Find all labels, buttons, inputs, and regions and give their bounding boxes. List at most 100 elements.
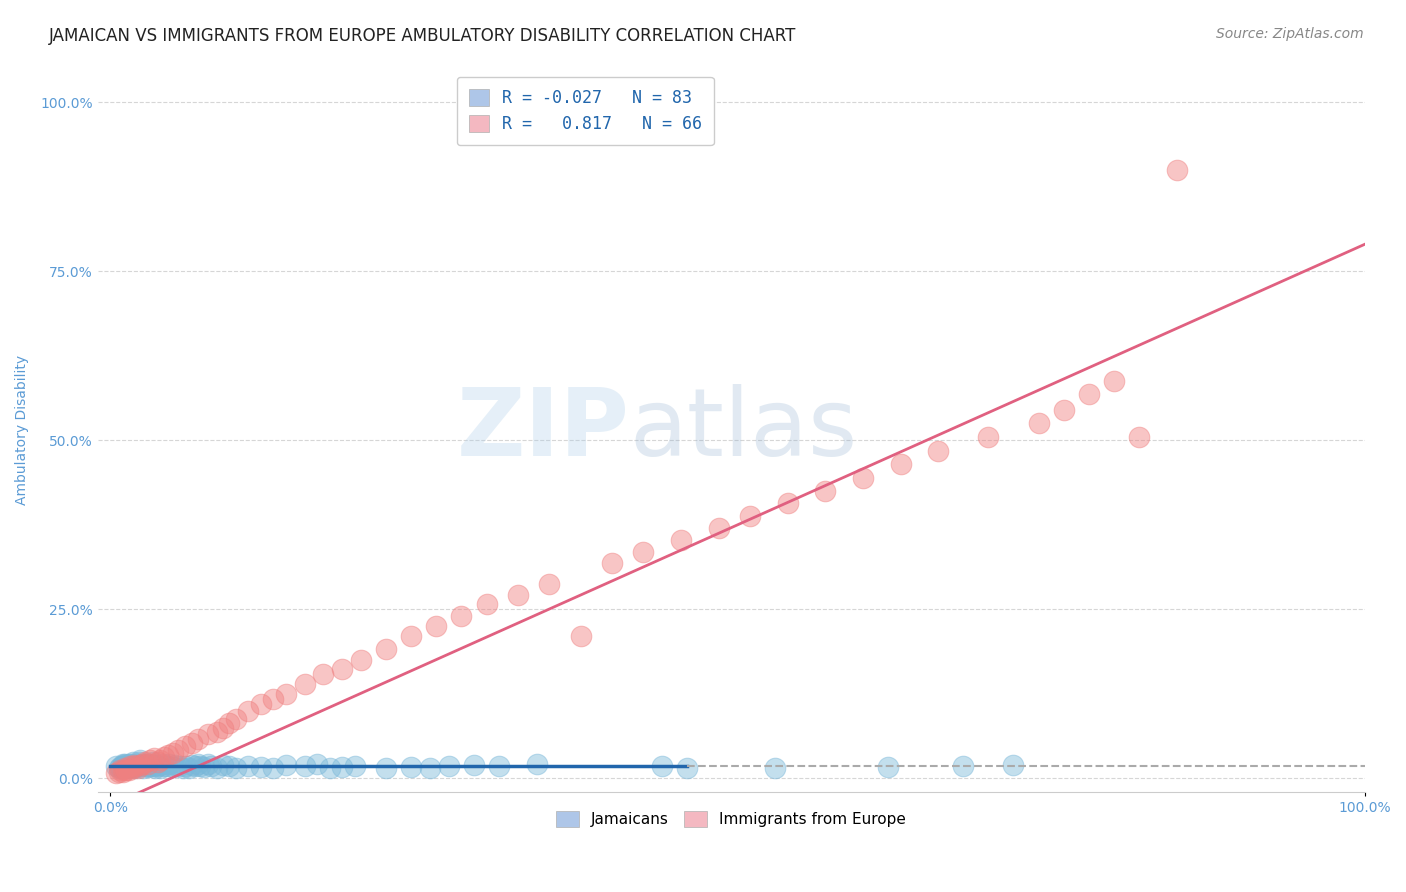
Point xyxy=(197,727,219,741)
Point xyxy=(143,751,166,765)
Point xyxy=(569,630,592,644)
Point xyxy=(977,430,1000,444)
Point xyxy=(180,736,202,750)
Point xyxy=(814,484,837,499)
Point xyxy=(475,597,498,611)
Text: ZIP: ZIP xyxy=(457,384,630,476)
Point xyxy=(506,588,529,602)
Point xyxy=(1128,430,1150,444)
Point xyxy=(927,443,949,458)
Point xyxy=(111,764,134,779)
Point xyxy=(132,758,155,772)
Point xyxy=(312,666,335,681)
Point xyxy=(193,760,215,774)
Point xyxy=(131,759,153,773)
Point xyxy=(174,758,197,772)
Point xyxy=(600,557,623,571)
Point xyxy=(425,619,447,633)
Point xyxy=(139,752,162,766)
Point xyxy=(343,758,366,772)
Point xyxy=(105,759,128,773)
Point xyxy=(139,759,162,773)
Point xyxy=(153,759,176,773)
Point xyxy=(180,758,202,772)
Point xyxy=(676,761,699,775)
Point xyxy=(1077,387,1099,401)
Point xyxy=(205,761,228,775)
Point xyxy=(225,761,247,775)
Point xyxy=(138,758,160,772)
Point xyxy=(294,677,316,691)
Point xyxy=(274,687,297,701)
Point xyxy=(330,662,353,676)
Point xyxy=(121,761,143,775)
Point xyxy=(118,764,141,778)
Point xyxy=(399,760,422,774)
Point xyxy=(294,759,316,773)
Point xyxy=(262,691,284,706)
Point xyxy=(249,697,271,711)
Y-axis label: Ambulatory Disability: Ambulatory Disability xyxy=(15,355,30,505)
Point xyxy=(1028,417,1050,431)
Point xyxy=(200,759,222,773)
Point xyxy=(118,756,141,771)
Point xyxy=(110,761,132,775)
Point xyxy=(274,758,297,772)
Text: atlas: atlas xyxy=(630,384,858,476)
Point xyxy=(776,495,799,509)
Point xyxy=(330,760,353,774)
Point xyxy=(1166,163,1188,178)
Point xyxy=(143,758,166,772)
Point xyxy=(156,747,179,762)
Point xyxy=(142,755,165,769)
Point xyxy=(136,756,159,771)
Point xyxy=(707,521,730,535)
Point xyxy=(111,756,134,771)
Point xyxy=(318,761,340,775)
Point xyxy=(149,761,172,775)
Point xyxy=(124,760,146,774)
Point xyxy=(114,757,136,772)
Point xyxy=(134,755,156,769)
Point xyxy=(488,758,510,772)
Point xyxy=(111,758,134,772)
Point xyxy=(162,746,184,760)
Point xyxy=(114,761,136,775)
Point xyxy=(450,609,472,624)
Point xyxy=(184,759,207,773)
Point xyxy=(118,759,141,773)
Point xyxy=(187,732,209,747)
Point xyxy=(117,758,139,772)
Point xyxy=(108,764,131,778)
Point xyxy=(157,756,180,771)
Point xyxy=(149,752,172,766)
Point xyxy=(1102,374,1125,388)
Point xyxy=(124,759,146,773)
Point xyxy=(1052,403,1074,417)
Point xyxy=(236,704,259,718)
Point xyxy=(132,761,155,775)
Point xyxy=(212,758,235,772)
Point xyxy=(399,630,422,644)
Point xyxy=(127,761,149,775)
Point xyxy=(877,760,900,774)
Point xyxy=(307,756,329,771)
Point xyxy=(115,760,138,774)
Point xyxy=(218,716,240,731)
Point xyxy=(437,759,460,773)
Point xyxy=(112,764,135,778)
Point xyxy=(122,758,145,772)
Point xyxy=(108,761,131,775)
Legend: Jamaicans, Immigrants from Europe: Jamaicans, Immigrants from Europe xyxy=(548,804,914,835)
Point xyxy=(120,761,142,775)
Text: JAMAICAN VS IMMIGRANTS FROM EUROPE AMBULATORY DISABILITY CORRELATION CHART: JAMAICAN VS IMMIGRANTS FROM EUROPE AMBUL… xyxy=(49,27,797,45)
Point xyxy=(651,759,673,773)
Point xyxy=(236,758,259,772)
Point xyxy=(120,759,142,773)
Point xyxy=(852,470,875,484)
Point xyxy=(111,758,134,772)
Point xyxy=(463,758,485,772)
Point xyxy=(249,760,271,774)
Point xyxy=(633,545,655,559)
Point xyxy=(1002,758,1025,772)
